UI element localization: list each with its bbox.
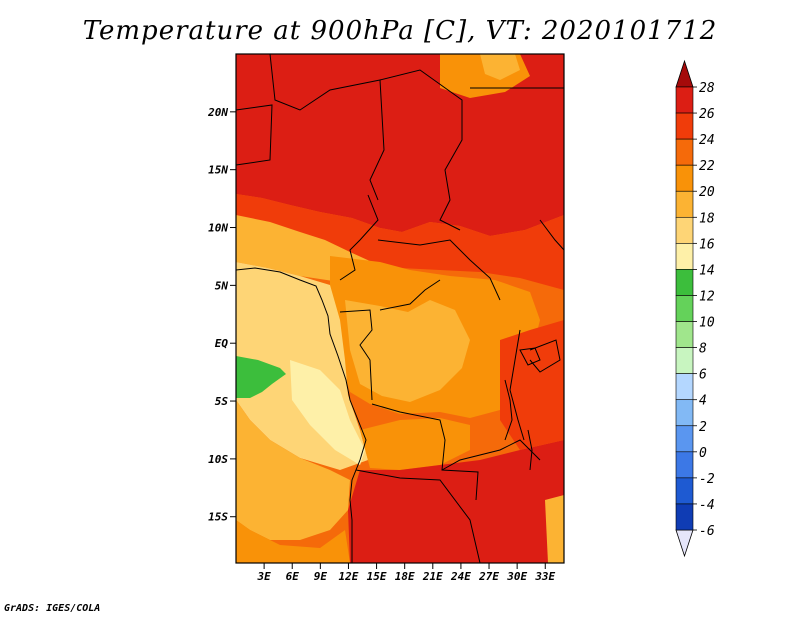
- borders: [236, 54, 564, 563]
- colorbar-label: 18: [699, 211, 715, 226]
- colorbar-swatch: [675, 216, 694, 244]
- colorbar-label: 10: [699, 316, 715, 331]
- colorbar-swatch: [675, 477, 694, 505]
- colorbar-swatch: [675, 347, 694, 374]
- colorbar-swatch: [675, 112, 694, 140]
- sahel-warm-band: [236, 194, 564, 290]
- map-figure: 20N 15N 10N 5N EQ 5S 10S 15S 3E 6E 9E 12E 15E 18E 21E…: [207, 53, 715, 583]
- colorbar-label: 2: [699, 420, 707, 435]
- colorbar-label: 24: [699, 133, 715, 148]
- colorbar-swatch: [675, 425, 694, 453]
- lat-tick-label: 10S: [208, 453, 228, 466]
- lat-tick-label: 15S: [208, 511, 228, 524]
- longitude-axis: 3E 6E 9E 12E 15E 18E 21E 24E 27E 30E 33E: [256, 563, 556, 583]
- border-congo-1: [339, 309, 373, 401]
- colorbar-label: 20: [699, 185, 715, 200]
- credit-text: GrADS: IGES/COLA: [4, 603, 101, 614]
- lon-tick-label: 30E: [506, 570, 527, 583]
- border-north-1: [269, 54, 385, 201]
- lat-tick-label: 15N: [208, 164, 228, 177]
- colorbar-label: -4: [699, 498, 715, 513]
- border-zambia: [441, 439, 541, 471]
- south-atlantic-band: [236, 400, 350, 540]
- colorbar-top-arrow: [675, 59, 694, 88]
- lon-tick-label: 15E: [367, 570, 387, 583]
- lon-tick-label: 9E: [314, 570, 328, 583]
- colorbar-label: 28: [699, 81, 715, 96]
- lon-tick-label: 24E: [450, 570, 471, 583]
- colorbar-label: -2: [699, 472, 715, 487]
- latitude-axis: 20N 15N 10N 5N EQ 5S 10S 15S: [207, 106, 236, 524]
- colorbar-swatch: [675, 138, 694, 166]
- colorbar-label: 26: [699, 107, 715, 122]
- lake-victoria: [519, 347, 541, 366]
- colorbar-swatch: [675, 451, 694, 479]
- lake-tanganyika: [504, 379, 513, 441]
- border-west-africa: [236, 104, 273, 166]
- border-namibia: [355, 469, 481, 563]
- atlantic-coldest-patch: [236, 356, 286, 398]
- lat-tick-label: EQ: [215, 337, 229, 350]
- colorbar-label: -6: [699, 524, 715, 539]
- colorbar-swatch: [675, 164, 694, 192]
- temperature-field: [236, 54, 564, 563]
- north-hot-zone: [236, 54, 564, 236]
- colorbar-label: 8: [699, 342, 707, 357]
- colorbar-swatch: [675, 243, 694, 270]
- lon-tick-label: 33E: [534, 570, 555, 583]
- border-east-2: [539, 219, 564, 251]
- lake-malawi: [527, 429, 533, 471]
- border-car: [377, 239, 501, 301]
- colorbar-label: 6: [699, 368, 707, 383]
- atlantic-pale-strip: [290, 360, 365, 465]
- colorbar-label: 14: [699, 263, 715, 278]
- east-warm-strip: [500, 320, 564, 450]
- chart-title: Temperature at 900hPa [C], VT: 202010171…: [82, 16, 718, 46]
- colorbar-swatch: [675, 321, 694, 348]
- border-angola: [371, 403, 479, 501]
- lon-tick-label: 18E: [395, 570, 415, 583]
- congo-inner-zone: [345, 300, 470, 402]
- colorbar-swatch: [675, 190, 694, 218]
- lon-tick-label: 21E: [422, 570, 443, 583]
- border-congo-2: [379, 279, 441, 311]
- north-cool-core: [480, 54, 520, 80]
- colorbar-label: 4: [699, 394, 707, 409]
- south-atlantic-warm: [236, 520, 350, 563]
- lon-tick-label: 6E: [286, 570, 300, 583]
- lat-tick-label: 10N: [208, 222, 228, 235]
- border-drc-east: [509, 329, 525, 441]
- map-frame: [235, 53, 565, 564]
- southeast-coast-patch: [545, 495, 564, 563]
- colorbar-swatch: [675, 295, 694, 322]
- lon-tick-label: 12E: [339, 570, 359, 583]
- colorbar-swatch: [675, 269, 694, 296]
- colorbar-bottom-arrow: [675, 529, 694, 558]
- colorbar-label: 12: [699, 289, 715, 304]
- colorbar-label: 0: [699, 446, 707, 461]
- coastline-west: [236, 267, 367, 563]
- lat-tick-label: 20N: [207, 106, 228, 119]
- colorbar-swatch: [675, 86, 694, 114]
- colorbar-swatch: [675, 399, 694, 427]
- colorbar-label: 16: [699, 237, 715, 252]
- colorbar-swatch: [675, 373, 694, 401]
- lon-tick-label: 3E: [256, 570, 271, 583]
- border-east-1: [529, 339, 561, 373]
- border-chad-cameroon: [339, 194, 379, 281]
- lat-tick-label: 5S: [215, 395, 229, 408]
- colorbar-label: 22: [699, 159, 715, 174]
- lat-tick-label: 5N: [215, 279, 229, 292]
- border-north-2: [379, 69, 463, 231]
- lon-tick-label: 27E: [478, 570, 499, 583]
- colorbar-swatch: [675, 503, 694, 531]
